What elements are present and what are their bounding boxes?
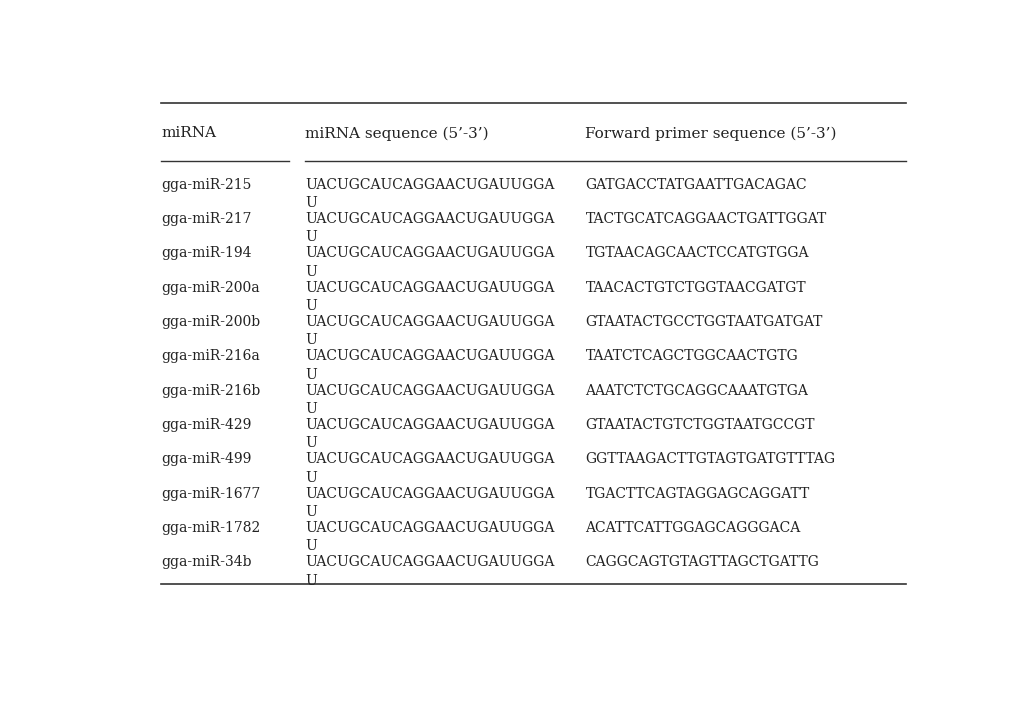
Text: miRNA sequence (5’-3’): miRNA sequence (5’-3’) (306, 126, 489, 140)
Text: gga-miR-215: gga-miR-215 (161, 178, 251, 192)
Text: gga-miR-216a: gga-miR-216a (161, 349, 260, 363)
Text: UACUGCAUCAGGAACUGAUUGGA
U: UACUGCAUCAGGAACUGAUUGGA U (306, 521, 555, 554)
Text: CAGGCAGTGTAGTTAGCTGATTG: CAGGCAGTGTAGTTAGCTGATTG (586, 555, 819, 569)
Text: gga-miR-429: gga-miR-429 (161, 418, 251, 432)
Text: UACUGCAUCAGGAACUGAUUGGA
U: UACUGCAUCAGGAACUGAUUGGA U (306, 280, 555, 313)
Text: gga-miR-34b: gga-miR-34b (161, 555, 252, 569)
Text: AAATCTCTGCAGGCAAATGTGA: AAATCTCTGCAGGCAAATGTGA (586, 383, 809, 398)
Text: GTAATACTGCCTGGTAATGATGAT: GTAATACTGCCTGGTAATGATGAT (586, 315, 823, 329)
Text: UACUGCAUCAGGAACUGAUUGGA
U: UACUGCAUCAGGAACUGAUUGGA U (306, 555, 555, 587)
Text: GATGACCTATGAATTGACAGAC: GATGACCTATGAATTGACAGAC (586, 178, 807, 192)
Text: UACUGCAUCAGGAACUGAUUGGA
U: UACUGCAUCAGGAACUGAUUGGA U (306, 349, 555, 382)
Text: TAACACTGTCTGGTAACGATGT: TAACACTGTCTGGTAACGATGT (586, 280, 806, 295)
Text: GGTTAAGACTTGTAGTGATGTTTAG: GGTTAAGACTTGTAGTGATGTTTAG (586, 452, 836, 466)
Text: TGACTTCAGTAGGAGCAGGATT: TGACTTCAGTAGGAGCAGGATT (586, 487, 810, 500)
Text: gga-miR-499: gga-miR-499 (161, 452, 251, 466)
Text: gga-miR-216b: gga-miR-216b (161, 383, 260, 398)
Text: UACUGCAUCAGGAACUGAUUGGA
U: UACUGCAUCAGGAACUGAUUGGA U (306, 452, 555, 485)
Text: gga-miR-194: gga-miR-194 (161, 247, 252, 260)
Text: gga-miR-200b: gga-miR-200b (161, 315, 260, 329)
Text: UACUGCAUCAGGAACUGAUUGGA
U: UACUGCAUCAGGAACUGAUUGGA U (306, 315, 555, 347)
Text: ACATTCATTGGAGCAGGGACA: ACATTCATTGGAGCAGGGACA (586, 521, 801, 535)
Text: UACUGCAUCAGGAACUGAUUGGA
U: UACUGCAUCAGGAACUGAUUGGA U (306, 418, 555, 450)
Text: miRNA: miRNA (161, 127, 216, 140)
Text: UACUGCAUCAGGAACUGAUUGGA
U: UACUGCAUCAGGAACUGAUUGGA U (306, 178, 555, 210)
Text: UACUGCAUCAGGAACUGAUUGGA
U: UACUGCAUCAGGAACUGAUUGGA U (306, 383, 555, 416)
Text: UACUGCAUCAGGAACUGAUUGGA
U: UACUGCAUCAGGAACUGAUUGGA U (306, 487, 555, 519)
Text: TACTGCATCAGGAACTGATTGGAT: TACTGCATCAGGAACTGATTGGAT (586, 212, 826, 226)
Text: gga-miR-1677: gga-miR-1677 (161, 487, 260, 500)
Text: gga-miR-200a: gga-miR-200a (161, 280, 259, 295)
Text: TGTAACAGCAACTCCATGTGGA: TGTAACAGCAACTCCATGTGGA (586, 247, 809, 260)
Text: UACUGCAUCAGGAACUGAUUGGA
U: UACUGCAUCAGGAACUGAUUGGA U (306, 212, 555, 244)
Text: GTAATACTGTCTGGTAATGCCGT: GTAATACTGTCTGGTAATGCCGT (586, 418, 815, 432)
Text: gga-miR-217: gga-miR-217 (161, 212, 252, 226)
Text: UACUGCAUCAGGAACUGAUUGGA
U: UACUGCAUCAGGAACUGAUUGGA U (306, 247, 555, 279)
Text: TAATCTCAGCTGGCAACTGTG: TAATCTCAGCTGGCAACTGTG (586, 349, 799, 363)
Text: gga-miR-1782: gga-miR-1782 (161, 521, 260, 535)
Text: Forward primer sequence (5’-3’): Forward primer sequence (5’-3’) (586, 126, 837, 140)
